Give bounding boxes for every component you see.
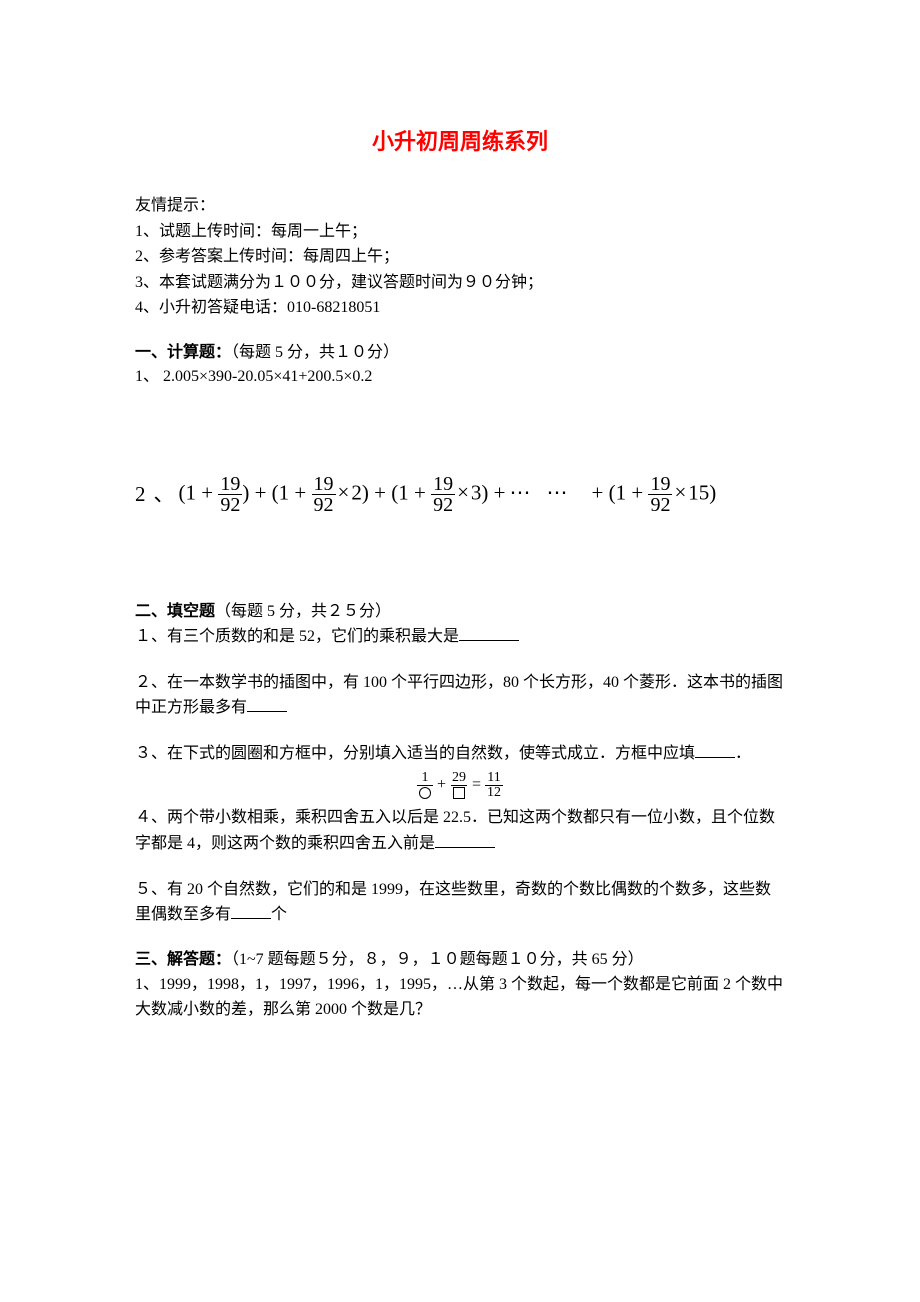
hint-label: 友情提示：: [135, 193, 785, 219]
section3-header-rest: （1~7 题每题５分，８，９，１０题每题１０分，共 65 分）: [231, 951, 644, 968]
hint-line-1: 1、试题上传时间：每周一上午；: [135, 219, 785, 245]
blank-line: [695, 757, 735, 758]
blank-line: [231, 918, 271, 919]
section2-q1: １、有三个质数的和是 52，它们的乘积最大是: [135, 624, 785, 650]
section2-q2: ２、在一本数学书的插图中，有 100 个平行四边形，80 个长方形，40 个菱形…: [135, 670, 785, 721]
circle-placeholder-icon: [419, 787, 431, 799]
q2-number-label: 2: [135, 479, 146, 511]
ellipsis-icon: ⋯⋯: [510, 480, 584, 504]
section1-header-rest: （每题 5 分，共１０分）: [231, 344, 399, 361]
section2-header-rest: （每题 5 分，共２５分）: [215, 603, 391, 620]
hint-line-2: 2、参考答案上传时间：每周四上午；: [135, 244, 785, 270]
hint-line-4: 4、小升初答疑电话：010-68218051: [135, 295, 785, 321]
section3-q1: 1、1999，1998，1，1997，1996，1，1995，…从第 3 个数起…: [135, 972, 785, 1023]
section1-header: 一、计算题：（每题 5 分，共１０分）: [135, 341, 785, 365]
section2-header-bold: 二、填空题: [135, 603, 215, 620]
section1-q2: 2 、 (1 + 1992) + (1 + 1992×2) + (1 + 199…: [135, 474, 785, 515]
section3-header: 三、解答题：（1~7 题每题５分，８，９，１０题每题１０分，共 65 分）: [135, 948, 785, 972]
section1-q1: 1、 2.005×390-20.05×41+200.5×0.2: [135, 365, 785, 389]
page-title: 小升初周周练系列: [135, 125, 785, 158]
section2-q3: ３、在下式的圆圈和方框中，分别填入适当的自然数，使等式成立．方框中应填．: [135, 741, 785, 767]
section1-header-bold: 一、计算题：: [135, 344, 231, 361]
hint-line-3: 3、本套试题满分为１００分，建议答题时间为９０分钟；: [135, 270, 785, 296]
section3-header-bold: 三、解答题：: [135, 951, 231, 968]
section2-header: 二、填空题（每题 5 分，共２５分）: [135, 600, 785, 624]
blank-line: [459, 640, 519, 641]
box-placeholder-icon: [453, 787, 465, 799]
blank-line: [247, 711, 287, 712]
section2-q3-equation: 1 + 29 = 1112: [135, 771, 785, 800]
section2-q5: ５、有 20 个自然数，它们的和是 1999，在这些数里，奇数的个数比偶数的个数…: [135, 877, 785, 928]
blank-line: [435, 847, 495, 848]
q2-separator: 、: [154, 479, 175, 511]
q2-expr: (1 + 1992) + (1 + 1992×2) + (1 + 1992×3)…: [179, 474, 717, 515]
section2-q4: ４、两个带小数相乘，乘积四舍五入以后是 22.5．已知这两个数都只有一位小数，且…: [135, 805, 785, 856]
hint-block: 友情提示： 1、试题上传时间：每周一上午； 2、参考答案上传时间：每周四上午； …: [135, 193, 785, 321]
